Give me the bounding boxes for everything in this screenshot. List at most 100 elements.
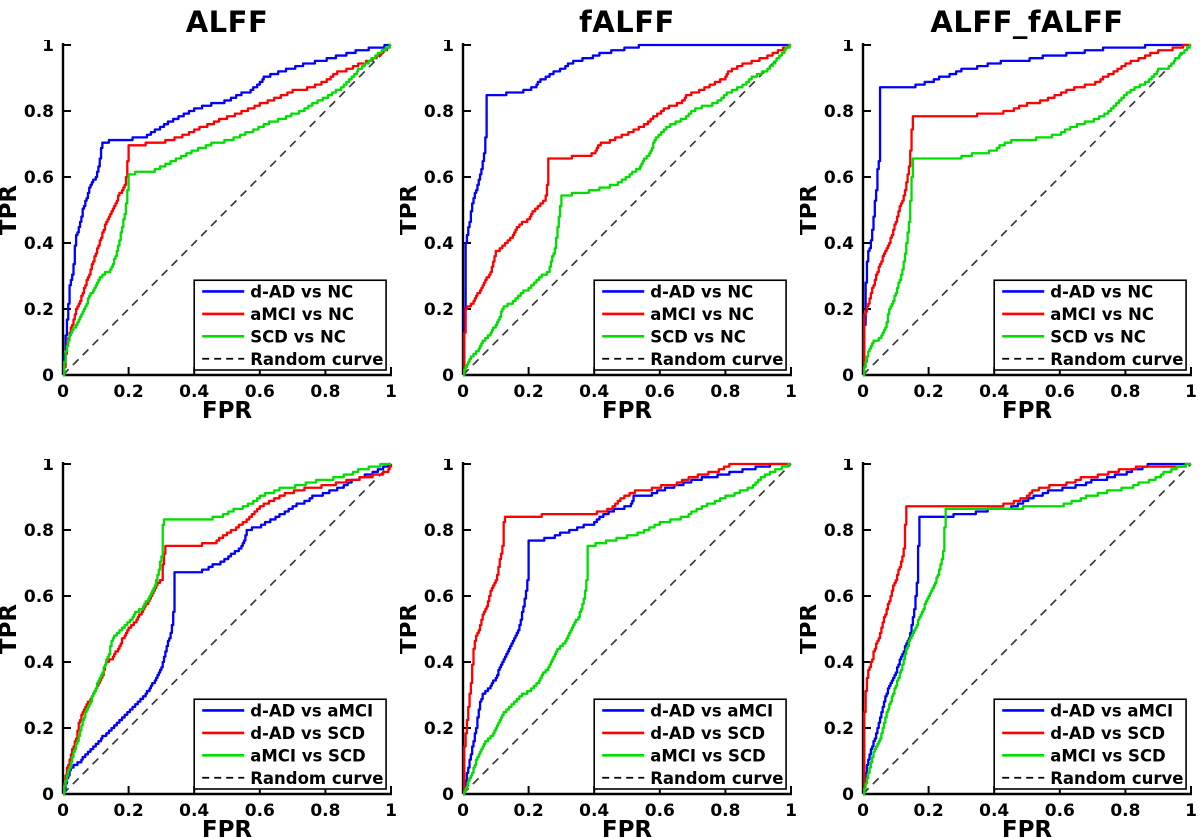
x-tick-label: 0.8 [310,801,340,821]
curve-d-ad-vs-nc [63,43,391,377]
y-axis-label: TPR [400,185,422,236]
legend-label-amci-vs-scd: aMCI vs SCD [650,746,766,765]
legend-label-scd-vs-nc: SCD vs NC [650,327,746,346]
x-tick-label: 0.4 [979,382,1009,402]
x-tick-label: 0.6 [1045,801,1075,821]
legend-box [593,698,787,790]
x-axis-label: FPR [202,817,253,838]
legend-label-random-curve: Random curve [250,769,383,788]
legend-label-d-ad-vs-scd: d-AD vs SCD [250,724,365,743]
y-tick-label: 0.6 [24,168,54,188]
x-tick-label: 0.2 [514,382,544,402]
y-axis-label: TPR [0,604,22,655]
curve-d-ad-vs-nc [463,43,791,377]
roc-plot-falff-nc: fALFF 0 0 0.2 0.2 0.4 0.4 0.6 0.6 0.8 0.8 1 1 FPR TPR… [400,0,800,419]
curve-random-curve [462,44,792,376]
y-tick-label: 0.6 [824,168,854,188]
x-tick-label: 0 [457,382,469,402]
y-tick-label: 1 [42,40,54,56]
x-axis-label: FPR [602,398,653,419]
curve-random-curve [862,44,1192,376]
legend-label-d-ad-vs-amci: d-AD vs aMCI [650,701,773,720]
x-tick-label: 1 [385,382,397,402]
legend-label-d-ad-vs-amci: d-AD vs aMCI [1050,701,1173,720]
curve-scd-vs-nc [463,43,791,377]
legend-label-scd-vs-nc: SCD vs NC [1050,327,1146,346]
legend-box [993,279,1187,371]
y-tick-label: 0.4 [824,234,854,254]
plot-title [463,419,791,459]
y-tick-label: 0.8 [424,102,454,122]
y-tick-label: 0.6 [424,168,454,188]
roc-canvas: 00 0.2 0.2 0.4 0.4 0.6 0.6 0.8 0.8 1 1 FPR TPR d-AD v… [0,40,397,419]
roc-canvas: 00 0.2 0.2 0.4 0.4 0.6 0.6 0.8 0.8 1 1 FPR TPR d-AD v… [400,459,797,838]
y-tick-label: 0.8 [824,102,854,122]
x-tick-label: 0.4 [579,382,609,402]
y-tick-label: 0.2 [424,300,454,320]
legend-box [193,279,387,371]
roc-canvas: 00 0.2 0.2 0.4 0.4 0.6 0.6 0.8 0.8 1 1 FPR TPR d-AD v… [0,459,397,838]
y-tick-label: 0 [42,785,54,805]
curve-random-curve [462,463,792,795]
y-tick-label: 0.4 [424,234,454,254]
y-tick-label: 0 [442,366,454,386]
legend-label-random-curve: Random curve [1050,769,1183,788]
x-tick-label: 0.6 [645,382,675,402]
x-axis-label: FPR [1002,398,1053,419]
curve-random-curve [862,463,1192,795]
x-tick-label: 0.8 [1110,382,1140,402]
curve-amci-vs-nc [463,43,791,377]
x-tick-label: 0.4 [979,801,1009,821]
legend-label-amci-vs-nc: aMCI vs NC [250,305,354,324]
x-tick-label: 0 [457,801,469,821]
x-axis-label: FPR [1002,817,1053,838]
y-tick-label: 0.4 [824,653,854,673]
x-tick-label: 0.8 [1110,801,1140,821]
x-tick-label: 0.2 [114,382,144,402]
curve-scd-vs-nc [63,43,391,377]
y-tick-label: 0.2 [824,300,854,320]
legend-label-amci-vs-scd: aMCI vs SCD [250,746,366,765]
legend-box [193,698,387,790]
curve-d-ad-vs-amci [63,462,391,796]
roc-plot-alff-nc: ALFF 0 0 0.2 0.2 0.4 0.4 0.6 0.6 0.8 0.8 1 1 FPR TPR d… [0,0,400,419]
plot-title: ALFF [185,5,269,39]
curve-scd-vs-nc [863,43,1191,377]
x-tick-label: 0.8 [310,382,340,402]
x-tick-label: 1 [785,382,797,402]
curve-amci-vs-nc [863,43,1191,377]
roc-plot-falff-pairs: 0 0 0.2 0.2 0.4 0.4 0.6 0.6 0.8 0.8 1 1 FPR TPR d-AD v… [400,419,800,838]
x-tick-label: 0.2 [914,382,944,402]
x-tick-label: 1 [785,801,797,821]
y-tick-label: 1 [442,40,454,56]
x-tick-label: 1 [1185,801,1197,821]
legend-box [993,698,1187,790]
y-tick-label: 1 [842,459,854,475]
roc-plot-alff-falff-nc: ALFF_fALFF 0 0 0.2 0.2 0.4 0.4 0.6 0.6 0.8 0.8 1 1 F… [800,0,1200,419]
y-tick-label: 0.4 [24,234,54,254]
y-tick-label: 0.8 [424,521,454,541]
curve-d-ad-vs-scd [863,462,1191,796]
curve-amci-vs-scd [463,462,791,796]
x-tick-label: 0 [57,801,69,821]
legend-label-amci-vs-nc: aMCI vs NC [1050,305,1154,324]
y-tick-label: 0.2 [24,719,54,739]
y-tick-label: 0 [442,785,454,805]
legend-label-d-ad-vs-nc: d-AD vs NC [250,282,353,301]
legend-label-d-ad-vs-amci: d-AD vs aMCI [250,701,373,720]
curve-d-ad-vs-scd [463,462,791,796]
roc-canvas: 00 0.2 0.2 0.4 0.4 0.6 0.6 0.8 0.8 1 1 FPR TPR d-AD v… [800,459,1197,838]
y-tick-label: 1 [842,40,854,56]
y-tick-label: 0.4 [424,653,454,673]
roc-canvas: 00 0.2 0.2 0.4 0.4 0.6 0.6 0.8 0.8 1 1 FPR TPR d-AD v… [800,40,1197,419]
roc-plot-alff-pairs: 0 0 0.2 0.2 0.4 0.4 0.6 0.6 0.8 0.8 1 1 FPR TPR d-AD v… [0,419,400,838]
legend-label-random-curve: Random curve [650,769,783,788]
x-tick-label: 0 [857,801,869,821]
y-tick-label: 0 [842,785,854,805]
y-tick-label: 0.2 [824,719,854,739]
x-tick-label: 0.4 [179,382,209,402]
curve-random-curve [62,463,392,795]
y-tick-label: 0 [42,366,54,386]
curve-amci-vs-scd [863,462,1191,796]
y-tick-label: 0.6 [24,587,54,607]
